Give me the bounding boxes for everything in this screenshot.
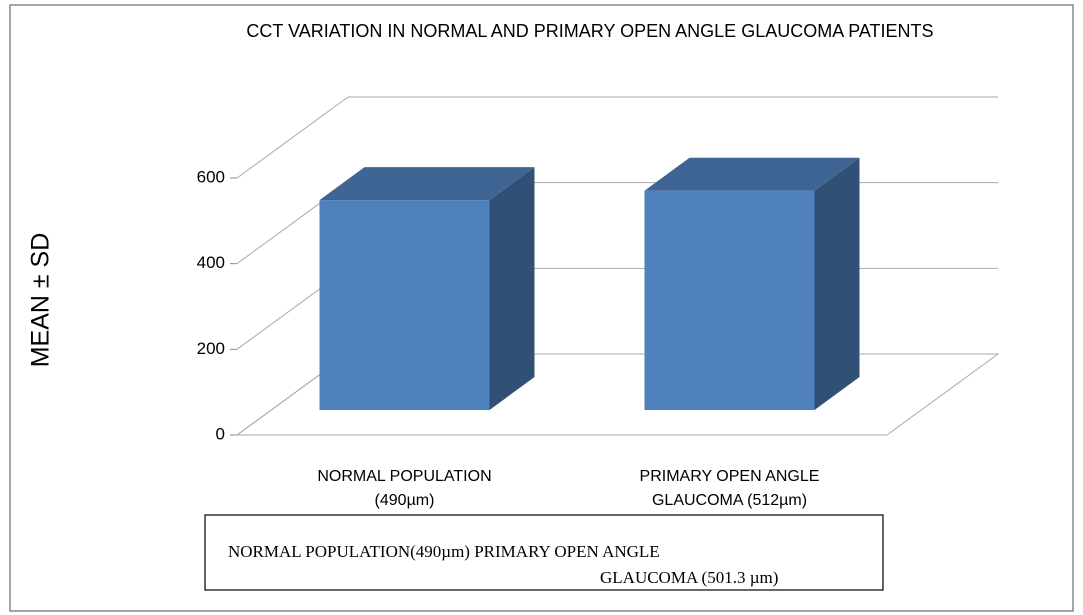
- bar-top: [319, 167, 535, 201]
- chart-border: [9, 4, 1074, 612]
- y-tick-label: 0: [216, 424, 225, 443]
- bar: [644, 190, 815, 410]
- y-axis-label: MEAN ± SD: [27, 233, 55, 368]
- bar: [319, 200, 490, 410]
- note-line: GLAUCOMA (501.3 µm): [600, 568, 778, 587]
- chart-title: CCT VARIATION IN NORMAL AND PRIMARY OPEN…: [246, 21, 934, 41]
- side-grid-line: [236, 96, 349, 179]
- bar-side: [814, 157, 860, 410]
- y-tick-label: 200: [197, 339, 225, 358]
- note-line: NORMAL POPULATION(490µm) PRIMARY OPEN AN…: [228, 542, 660, 561]
- x-tick-label: PRIMARY OPEN ANGLE GLAUCOMA (512µm): [639, 468, 820, 509]
- bar-top: [644, 157, 860, 191]
- bar-side: [489, 167, 535, 410]
- x-tick-label: NORMAL POPULATION (490µm): [317, 468, 492, 509]
- y-tick-label: 400: [197, 253, 225, 272]
- y-tick-label: 600: [197, 167, 225, 186]
- note-box: [204, 514, 884, 591]
